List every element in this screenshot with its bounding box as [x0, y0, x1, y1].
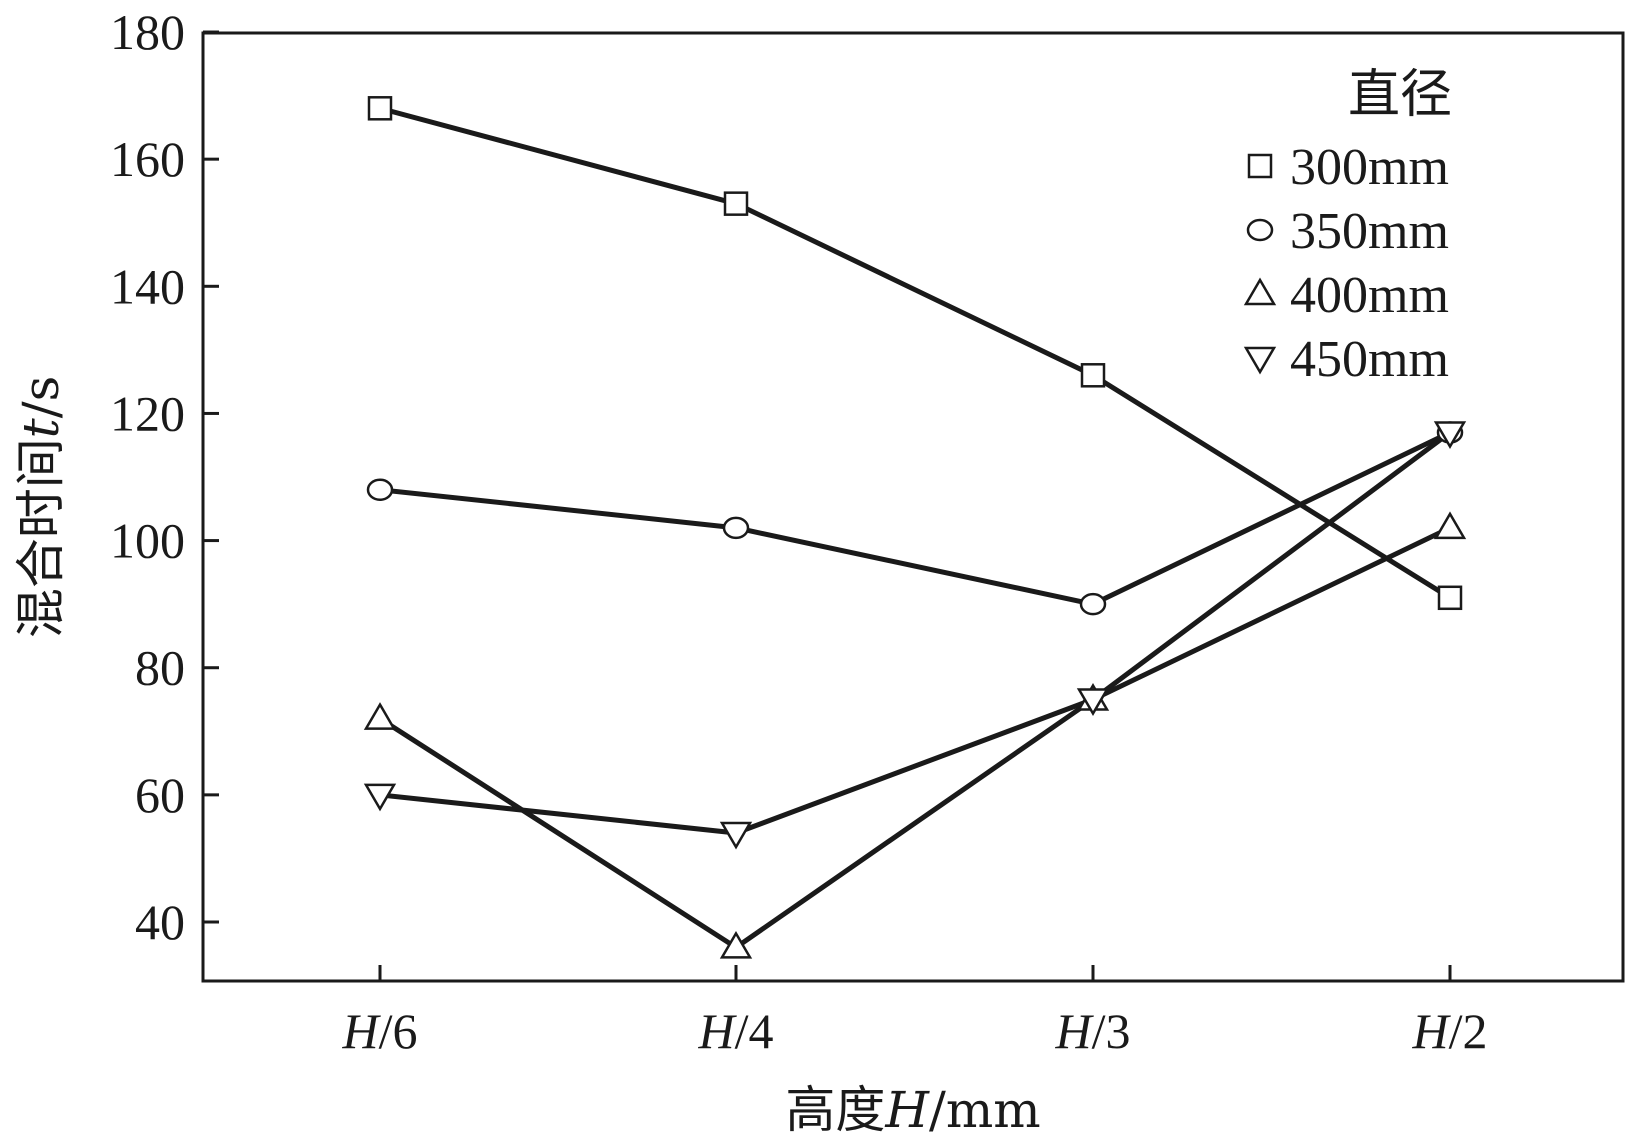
point-350mm-1 — [366, 478, 394, 501]
legend-label-450mm: 450mm — [1290, 331, 1449, 388]
point-300mm-4 — [1437, 585, 1463, 611]
x-tick-label-3: H/3 — [1054, 1003, 1130, 1059]
point-450mm-3 — [1076, 688, 1110, 716]
y-tick-label-80: 80 — [135, 640, 185, 696]
point-300mm-3 — [1080, 363, 1106, 388]
point-300mm-2 — [723, 191, 749, 216]
legend-label-300mm: 300mm — [1290, 139, 1449, 196]
series-line-350mm — [379, 430, 1452, 607]
legend-label-400mm: 400mm — [1290, 267, 1449, 324]
y-tick-label-60: 60 — [135, 767, 185, 823]
y-tick-label-160: 160 — [110, 131, 185, 187]
series-line-300mm — [379, 105, 1452, 600]
y-tick-label-140: 140 — [110, 258, 185, 314]
legend-marker-300mm — [1247, 153, 1273, 179]
point-450mm-4 — [1433, 421, 1467, 449]
x-tick-label-1: H/6 — [341, 1003, 417, 1059]
y-tick-label-180: 180 — [110, 4, 185, 60]
point-350mm-2 — [722, 516, 750, 540]
point-400mm-2 — [719, 930, 753, 959]
y-tick-label-40: 40 — [135, 894, 185, 950]
legend: 直径 300mm 350mm 400mm 450mm — [1243, 65, 1452, 388]
y-axis-title: 混合时间t/s — [12, 376, 70, 639]
series-line-450mm — [379, 430, 1452, 836]
legend-marker-350mm — [1246, 218, 1274, 242]
point-400mm-1 — [363, 702, 397, 730]
point-350mm-3 — [1079, 592, 1107, 616]
series-markers — [363, 96, 1467, 959]
point-450mm-1 — [363, 783, 397, 812]
y-tick-label-120: 120 — [110, 385, 185, 441]
point-400mm-4 — [1433, 511, 1467, 540]
legend-label-350mm: 350mm — [1290, 203, 1449, 260]
series-lines — [378, 105, 1452, 950]
point-450mm-2 — [719, 821, 753, 850]
x-axis-title: 高度H/mm — [785, 1081, 1040, 1138]
x-tick-label-4: H/2 — [1411, 1003, 1487, 1059]
x-tick-label-2: H/4 — [697, 1003, 773, 1059]
y-tick-label-100: 100 — [110, 513, 185, 569]
legend-marker-450mm — [1243, 346, 1277, 375]
plot-frame — [201, 31, 1625, 983]
series-line-400mm — [378, 525, 1452, 950]
point-300mm-1 — [367, 96, 393, 121]
legend-title: 直径 — [1348, 65, 1452, 125]
legend-marker-400mm — [1243, 277, 1277, 306]
x-axis: H/6 H/4 H/3 H/2 — [341, 965, 1488, 1059]
y-axis: 40 60 80 100 120 140 160 180 — [110, 4, 219, 950]
